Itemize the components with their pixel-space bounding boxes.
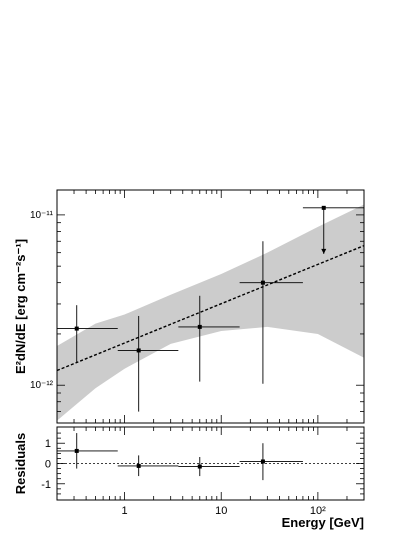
data-marker [74,448,79,453]
x-tick-label: 10² [310,505,326,517]
y-axis-title: E²dN/dE [erg cm⁻²s⁻¹] [13,239,28,374]
data-marker [197,324,202,329]
data-marker [197,464,202,469]
residual-data-point [178,457,240,477]
spectrum-data-point [178,295,240,382]
spectrum-frame [56,189,365,424]
residual-data-point [57,433,118,469]
spectrum-data-point [302,205,364,254]
x-tick-label: 1 [121,505,127,517]
x-axis-title: Energy [GeV] [282,515,364,530]
spectrum-y-tick-label: 10⁻¹¹ [30,210,54,221]
data-marker [260,459,265,464]
upper-limit-arrow-head [321,248,327,254]
residual-data-point [117,455,179,477]
residuals-y-axis-title: Residuals [13,433,28,494]
spectrum-data-point [117,315,179,412]
data-marker [321,205,326,210]
fit-line [57,244,364,372]
spectrum-data-point [239,241,303,384]
residuals-y-tick-label: -1 [41,479,51,491]
spectrum-data-point [57,305,118,364]
residuals-y-tick-label: 1 [45,438,51,450]
confidence-band [57,204,364,421]
spectrum-y-tick-label: 10⁻¹² [30,380,54,391]
data-marker [136,348,141,353]
data-marker [260,280,265,285]
x-tick-label: 10 [215,505,227,517]
residual-data-point [239,443,303,481]
residuals-y-tick-label: 0 [45,459,51,471]
data-marker [74,326,79,331]
data-marker [136,463,141,468]
